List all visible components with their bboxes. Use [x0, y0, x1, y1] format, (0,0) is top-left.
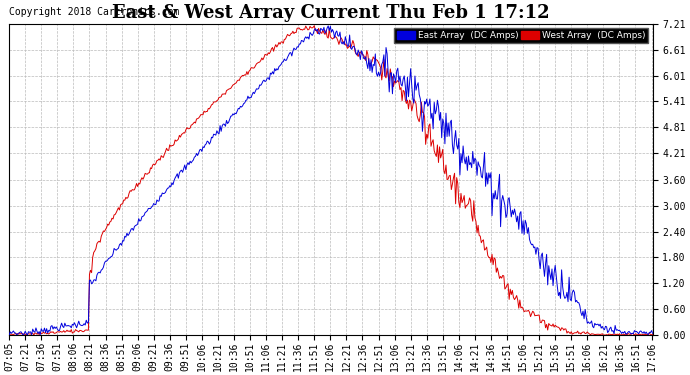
Title: East & West Array Current Thu Feb 1 17:12: East & West Array Current Thu Feb 1 17:1…	[112, 4, 550, 22]
Text: Copyright 2018 Cartronics.com: Copyright 2018 Cartronics.com	[9, 8, 179, 18]
Legend: East Array  (DC Amps), West Array  (DC Amps): East Array (DC Amps), West Array (DC Amp…	[394, 28, 648, 43]
